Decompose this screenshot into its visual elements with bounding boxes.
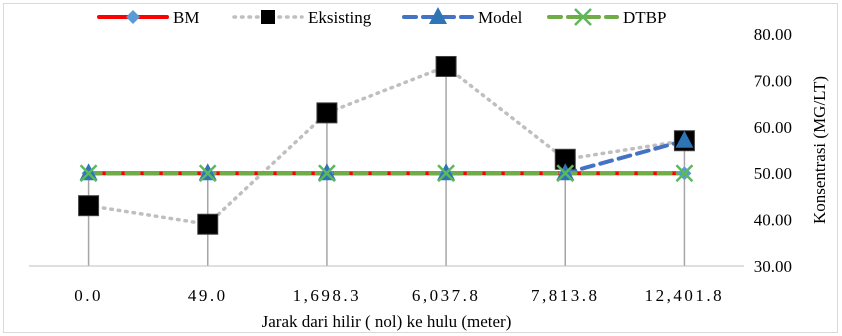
- legend-label-dtbp: DTBP: [623, 8, 666, 27]
- y-axis-label: Konsentrasi (MG/LT): [810, 76, 829, 224]
- marker-model: [675, 130, 694, 148]
- legend-marker-dtbp: [574, 8, 592, 26]
- marker-dtbp: [198, 164, 217, 183]
- x-tick-label: 6,037.8: [412, 286, 481, 305]
- marker-eksisting: [316, 102, 338, 124]
- chart-container: 30.00 40.00 50.00 60.00 70.00 80.00 0.0 49.0 1,…: [3, 3, 838, 333]
- y-tick-label: 50.00: [754, 164, 792, 183]
- series-line-eksisting: [86, 64, 687, 227]
- legend-marker-eksisting: [261, 10, 275, 24]
- legend-label-eksisting: Eksisting: [308, 8, 372, 27]
- line-chart: 30.00 40.00 50.00 60.00 70.00 80.00 0.0 49.0 1,…: [29, 7, 829, 331]
- legend-label-bm: BM: [173, 8, 199, 27]
- series-lines: [86, 64, 687, 227]
- marker-eksisting: [78, 195, 100, 217]
- marker-dtbp: [318, 164, 336, 183]
- marker-dtbp: [79, 164, 98, 183]
- x-tick-label: 49.0: [188, 286, 228, 305]
- marker-dtbp: [437, 164, 455, 183]
- marker-dtbp: [675, 164, 694, 183]
- marker-eksisting: [197, 213, 219, 235]
- x-tick-label: 7,813.8: [531, 286, 600, 305]
- y-tick-label: 70.00: [754, 71, 792, 90]
- y-tick-label: 40.00: [754, 211, 792, 230]
- y-tick-label: 80.00: [754, 25, 792, 44]
- y-tick-label: 30.00: [754, 257, 792, 276]
- legend: BM Eksisting Model DTBP: [97, 7, 666, 27]
- legend-marker-bm: [126, 10, 140, 24]
- legend-label-model: Model: [478, 8, 523, 27]
- x-tick-label: 1,698.3: [293, 286, 362, 305]
- series-line-model: [86, 138, 687, 176]
- marker-eksisting: [435, 55, 457, 77]
- x-tick-label: 0.0: [74, 286, 103, 305]
- marker-dtbp: [556, 164, 575, 183]
- series-markers: [78, 55, 695, 235]
- x-axis-ticks: 0.0 49.0 1,698.3 6,037.8 7,813.8 12,401.8: [74, 286, 725, 305]
- x-axis-label: Jarak dari hilir ( nol) ke hulu (meter): [262, 312, 512, 331]
- legend-marker-model: [429, 7, 447, 24]
- y-axis-ticks: 30.00 40.00 50.00 60.00 70.00 80.00: [754, 25, 792, 276]
- x-tick-label: 12,401.8: [645, 286, 725, 305]
- y-tick-label: 60.00: [754, 118, 792, 137]
